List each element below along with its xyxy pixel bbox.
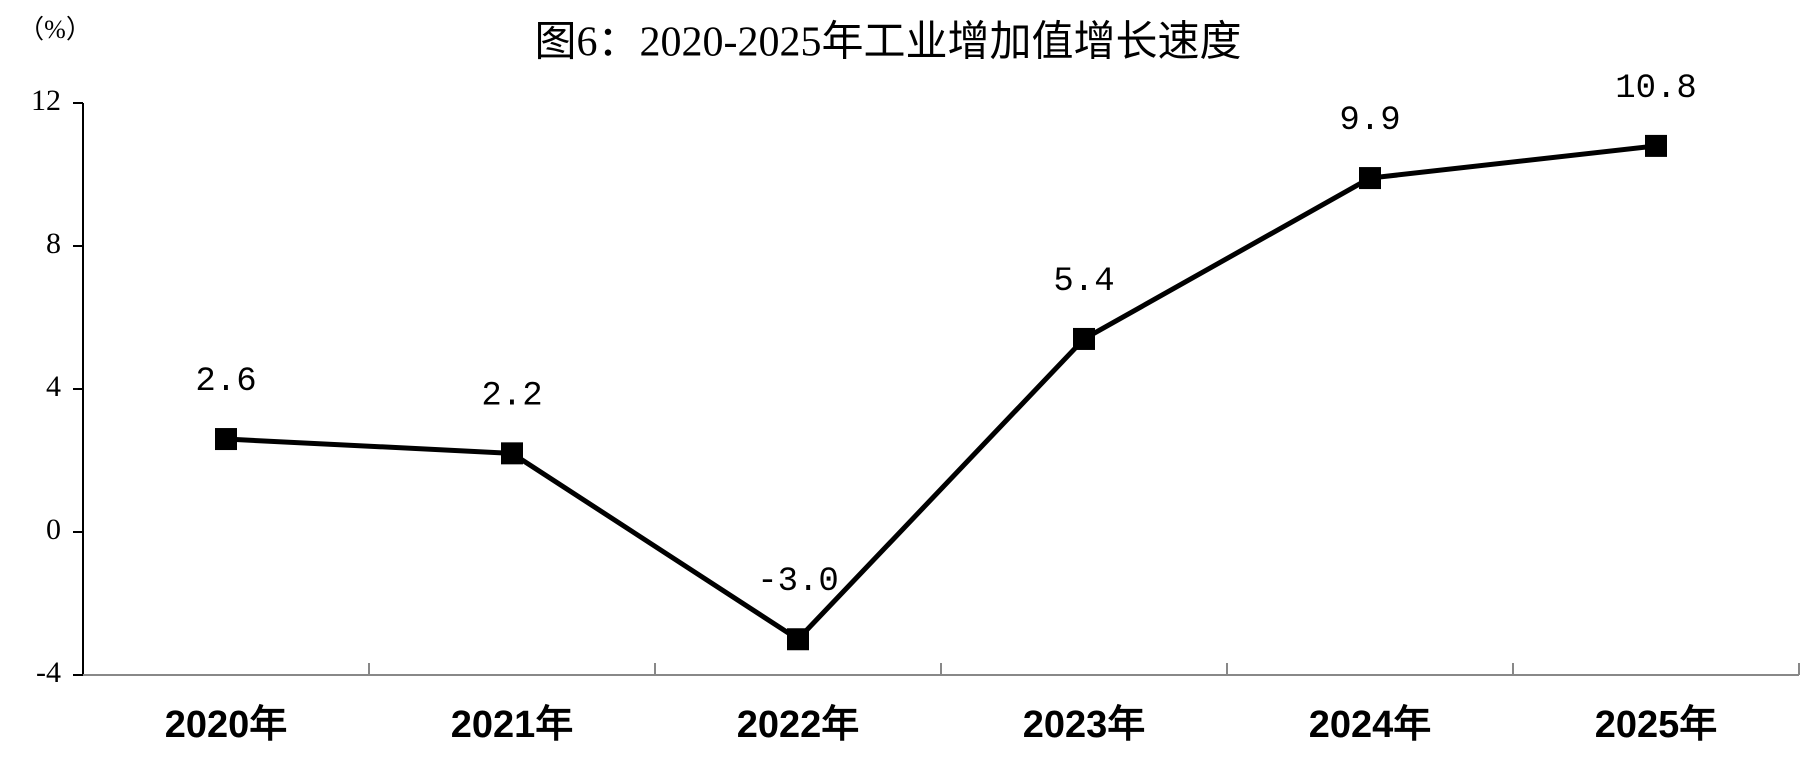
line bbox=[225, 143, 1657, 642]
marker bbox=[1645, 134, 1667, 157]
y-tick-label: 4 bbox=[46, 370, 61, 403]
value-label: 10.8 bbox=[1615, 70, 1697, 108]
y-tick-label: 8 bbox=[46, 227, 61, 260]
chart-title: 图6：2020-2025年工业增加值增长速度 bbox=[535, 19, 1242, 66]
value-label: 5.4 bbox=[1053, 263, 1114, 301]
x-tick-label: 2024年 bbox=[1309, 704, 1432, 746]
y-axis-label: （%） bbox=[18, 15, 92, 44]
x-tick-label: 2022年 bbox=[737, 704, 860, 746]
x-tick-label: 2020年 bbox=[165, 704, 288, 746]
x-tick-label: 2023年 bbox=[1023, 704, 1146, 746]
y-tick-label: -4 bbox=[36, 656, 61, 689]
value-label: 9.9 bbox=[1339, 102, 1400, 140]
x-tick-label: 2025年 bbox=[1595, 704, 1718, 746]
marker bbox=[787, 628, 809, 651]
y-tick-label: 0 bbox=[46, 513, 61, 546]
x-tick-label: 2021年 bbox=[451, 704, 574, 746]
value-label: -3.0 bbox=[757, 563, 839, 601]
y-tick-label: 12 bbox=[31, 84, 61, 117]
value-label: 2.2 bbox=[481, 377, 542, 415]
marker bbox=[1359, 167, 1381, 190]
marker bbox=[501, 442, 523, 465]
value-label: 2.6 bbox=[195, 363, 256, 401]
marker bbox=[215, 428, 237, 451]
marker bbox=[1073, 327, 1095, 350]
